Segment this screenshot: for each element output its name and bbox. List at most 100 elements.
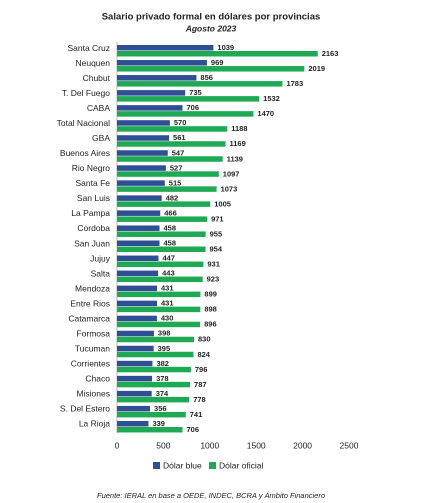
bar: [117, 225, 160, 231]
bar: [117, 405, 151, 412]
bar: [117, 336, 195, 343]
bar: [117, 276, 203, 283]
value-label: 466: [164, 208, 177, 217]
bar: [117, 375, 153, 382]
chart-subtitle: Agosto 2023: [185, 23, 237, 33]
value-label: 431: [161, 284, 174, 293]
y-tick-label: Salta: [91, 268, 111, 278]
bar: [117, 90, 186, 96]
bar: [117, 120, 170, 126]
bar: [117, 75, 197, 81]
bar: [117, 246, 206, 252]
y-tick-label: Tucuman: [75, 344, 110, 354]
bar: [117, 366, 191, 373]
y-tick-label: Mendoza: [75, 283, 110, 293]
bar: [117, 150, 168, 156]
value-label: 899: [204, 290, 217, 299]
bar: [117, 45, 214, 51]
value-label: 339: [152, 419, 165, 428]
y-tick-label: La Pampa: [71, 208, 110, 218]
value-label: 1073: [221, 184, 238, 193]
bar: [117, 255, 159, 262]
value-label: 443: [162, 269, 175, 278]
value-label: 796: [195, 365, 208, 374]
value-label: 1039: [217, 43, 234, 52]
value-label: 2019: [308, 64, 325, 73]
value-label: 374: [156, 389, 169, 398]
value-label: 431: [161, 299, 174, 308]
bar: [117, 420, 149, 427]
bar: [117, 291, 201, 298]
value-label: 1097: [223, 169, 240, 178]
bar: [117, 81, 283, 87]
value-label: 1139: [227, 154, 243, 163]
bar: [117, 171, 219, 177]
value-label: 856: [200, 73, 213, 82]
bar: [117, 396, 190, 403]
bar: [117, 351, 194, 358]
bar: [117, 135, 170, 141]
bar: [117, 360, 153, 367]
y-tick-label: San Juan: [74, 238, 110, 248]
bar: [117, 96, 260, 102]
x-tick-label: 2000: [293, 440, 312, 450]
value-label: 1005: [214, 199, 231, 208]
legend-label: Dólar blue: [163, 460, 202, 470]
bar: [117, 330, 154, 337]
legend-label: Dólar oficial: [219, 460, 264, 470]
bar: [117, 390, 152, 397]
value-label: 1470: [257, 109, 274, 118]
y-tick-label: Corrientes: [71, 359, 110, 369]
bar: [117, 156, 223, 162]
value-label: 706: [187, 103, 200, 112]
value-label: 527: [170, 163, 183, 172]
bar: [117, 261, 204, 268]
y-tick-label: Buenos Aires: [60, 148, 110, 158]
value-label: 547: [172, 148, 185, 157]
y-tick-label: Santa Fe: [76, 178, 111, 188]
bar: [117, 381, 191, 388]
value-label: 458: [164, 238, 177, 247]
value-label: 923: [207, 275, 220, 284]
y-tick-label: GBA: [92, 133, 110, 143]
y-tick-label: Santa Cruz: [67, 43, 110, 53]
bar: [117, 321, 201, 328]
legend-swatch: [153, 462, 160, 469]
value-label: 1532: [263, 94, 280, 103]
bar: [117, 426, 183, 433]
value-label: 824: [197, 350, 210, 359]
bar: [117, 411, 186, 418]
value-label: 458: [164, 223, 177, 232]
bar: [117, 111, 254, 117]
value-label: 398: [158, 329, 171, 338]
x-tick-label: 2500: [340, 440, 359, 450]
y-tick-label: San Luis: [77, 193, 110, 203]
y-tick-label: Entre Rios: [70, 298, 110, 308]
bar: [117, 195, 162, 201]
value-label: 378: [156, 374, 169, 383]
bar: [117, 210, 161, 216]
value-label: 969: [211, 58, 224, 67]
y-tick-label: Rio Negro: [72, 163, 111, 173]
value-label: 561: [173, 133, 186, 142]
bar: [117, 180, 165, 186]
value-label: 971: [211, 214, 224, 223]
bar: [117, 105, 183, 111]
y-tick-label: CABA: [87, 103, 110, 113]
bar: [117, 231, 206, 237]
value-label: 896: [204, 320, 217, 329]
value-label: 787: [194, 380, 207, 389]
bar: [117, 300, 157, 307]
y-tick-label: La Rioja: [79, 419, 110, 429]
bar: [117, 270, 159, 277]
source-note: Fuente: IERAL en base a OEDE, INDEC, BCR…: [97, 491, 325, 500]
y-tick-label: Chaco: [85, 374, 110, 384]
value-label: 515: [169, 178, 182, 187]
value-label: 954: [210, 244, 223, 253]
y-tick-label: S. Del Estero: [60, 404, 110, 414]
value-label: 898: [204, 305, 217, 314]
value-label: 482: [166, 193, 179, 202]
value-label: 955: [210, 229, 223, 238]
bar: [117, 186, 217, 192]
